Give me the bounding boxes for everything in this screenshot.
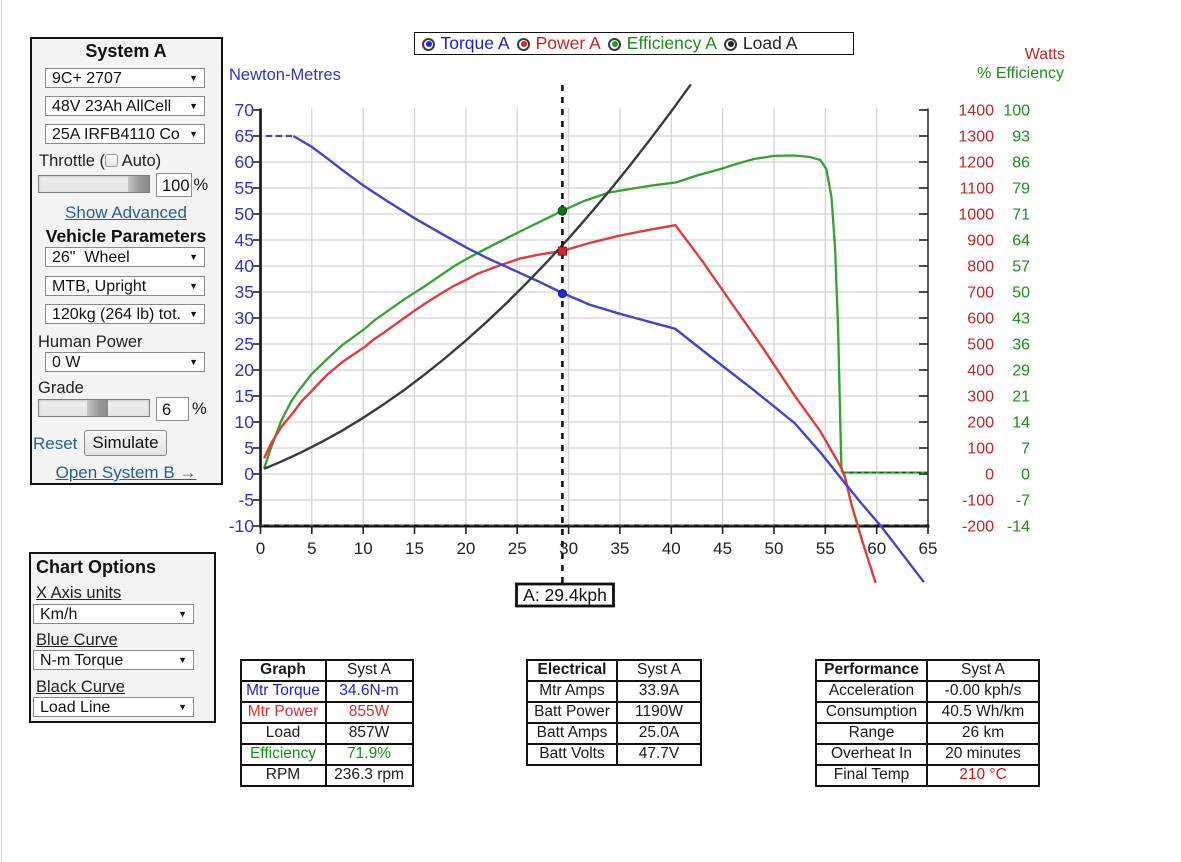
- svg-text:-200: -200: [962, 519, 994, 536]
- svg-text:-14: -14: [1007, 519, 1030, 536]
- svg-text:45: 45: [713, 539, 732, 558]
- svg-text:1200: 1200: [958, 155, 994, 172]
- svg-text:70: 70: [235, 100, 255, 120]
- svg-text:7: 7: [1021, 441, 1030, 458]
- svg-text:30: 30: [559, 539, 578, 558]
- svg-text:25: 25: [235, 334, 254, 354]
- svg-text:1100: 1100: [960, 181, 995, 198]
- svg-text:0: 0: [244, 464, 254, 484]
- svg-text:20: 20: [235, 360, 255, 380]
- svg-text:25: 25: [508, 539, 527, 558]
- svg-text:50: 50: [1012, 285, 1030, 302]
- svg-text:700: 700: [967, 285, 994, 302]
- svg-text:29: 29: [1012, 363, 1030, 380]
- svg-text:15: 15: [235, 386, 254, 406]
- svg-text:1400: 1400: [958, 103, 994, 120]
- svg-text:100: 100: [1003, 103, 1030, 120]
- svg-text:55: 55: [235, 178, 254, 198]
- svg-text:35: 35: [610, 539, 629, 558]
- svg-text:-100: -100: [962, 493, 994, 510]
- svg-text:400: 400: [967, 363, 994, 380]
- svg-text:86: 86: [1012, 155, 1030, 172]
- svg-text:15: 15: [405, 539, 424, 558]
- svg-text:-7: -7: [1016, 493, 1030, 510]
- svg-text:A: 29.4kph: A: 29.4kph: [523, 585, 607, 605]
- svg-text:500: 500: [967, 337, 994, 354]
- svg-text:35: 35: [235, 282, 254, 302]
- svg-text:40: 40: [662, 539, 681, 558]
- svg-text:14: 14: [1012, 415, 1030, 432]
- svg-text:1300: 1300: [958, 129, 994, 146]
- svg-text:300: 300: [967, 389, 994, 406]
- svg-text:0: 0: [1021, 467, 1030, 484]
- svg-text:20: 20: [456, 539, 475, 558]
- svg-text:200: 200: [967, 415, 994, 432]
- svg-text:30: 30: [235, 308, 255, 328]
- svg-text:40: 40: [235, 256, 255, 276]
- svg-text:60: 60: [867, 539, 886, 558]
- svg-text:5: 5: [244, 438, 254, 458]
- svg-text:60: 60: [235, 152, 255, 172]
- svg-text:900: 900: [967, 233, 994, 250]
- svg-text:50: 50: [765, 539, 784, 558]
- svg-text:65: 65: [919, 539, 938, 558]
- svg-text:79: 79: [1012, 181, 1030, 198]
- svg-text:36: 36: [1012, 337, 1030, 354]
- svg-text:21: 21: [1012, 389, 1030, 406]
- svg-text:-10: -10: [229, 516, 255, 536]
- svg-text:800: 800: [967, 259, 994, 276]
- svg-text:600: 600: [967, 311, 994, 328]
- svg-text:71: 71: [1012, 207, 1030, 224]
- svg-text:43: 43: [1012, 311, 1030, 328]
- svg-text:93: 93: [1012, 129, 1030, 146]
- svg-text:0: 0: [985, 467, 994, 484]
- svg-text:5: 5: [307, 539, 316, 558]
- svg-text:1000: 1000: [958, 207, 994, 224]
- svg-text:64: 64: [1012, 233, 1030, 250]
- svg-text:-5: -5: [238, 490, 254, 510]
- svg-text:45: 45: [235, 230, 254, 250]
- svg-text:10: 10: [354, 539, 373, 558]
- svg-text:100: 100: [967, 441, 994, 458]
- svg-text:57: 57: [1012, 259, 1030, 276]
- svg-text:10: 10: [235, 412, 255, 432]
- svg-text:55: 55: [816, 539, 835, 558]
- svg-text:50: 50: [235, 204, 255, 224]
- svg-text:65: 65: [235, 126, 254, 146]
- svg-text:0: 0: [256, 539, 265, 558]
